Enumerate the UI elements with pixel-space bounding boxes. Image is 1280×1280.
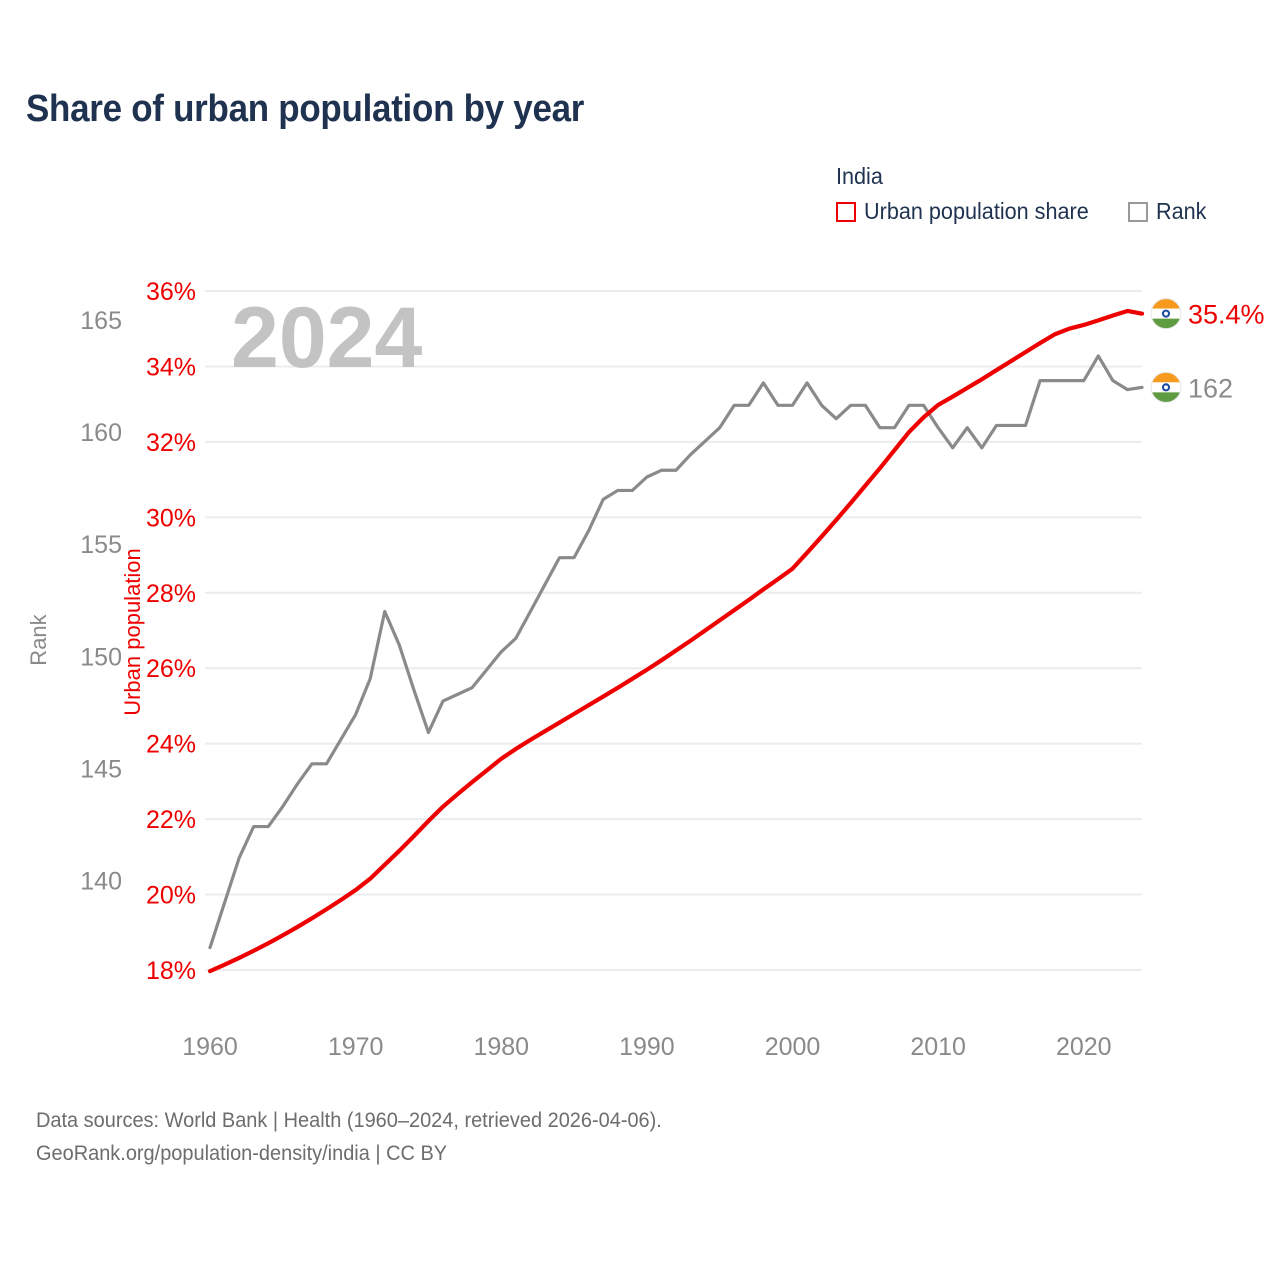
end-label-rank-value: 162 bbox=[1188, 373, 1233, 403]
series-line-rank bbox=[208, 354, 1144, 950]
x-tick-label: 2000 bbox=[765, 1033, 821, 1061]
y-tick-label-urban: 24% bbox=[146, 731, 196, 759]
footer: Data sources: World Bank | Health (1960–… bbox=[36, 1105, 695, 1170]
y-tick-label-urban: 20% bbox=[146, 882, 196, 910]
y-tick-label-rank: 160 bbox=[80, 419, 122, 447]
legend-label-urban: Urban population share bbox=[864, 198, 1089, 224]
legend-swatch-icon-rank bbox=[1128, 201, 1149, 222]
y-tick-label-rank: 145 bbox=[80, 755, 122, 783]
chart-legend: India Urban population share Rank bbox=[836, 163, 1266, 225]
x-axis-ticks: 1960 1970 1980 1990 2000 2010 2020 bbox=[182, 1033, 1111, 1061]
end-label-urban-value: 35.4% bbox=[1188, 300, 1265, 330]
india-flag-icon bbox=[1150, 371, 1182, 403]
y-axis-ticks-urban: 18% 20% 22% 24% 26% 28% 30% 32% 34% 36% bbox=[146, 278, 196, 985]
y-tick-label-urban: 34% bbox=[146, 353, 196, 381]
year-watermark: 2024 bbox=[231, 290, 422, 386]
legend-group-title: India bbox=[836, 163, 883, 189]
chart-plot-area: 2024 18%20%22%24%26%28%30%32%34%36% 1401… bbox=[26, 278, 1265, 1061]
y-tick-label-rank: 155 bbox=[80, 531, 122, 559]
y-tick-label-urban: 36% bbox=[146, 278, 196, 306]
footer-data-sources: Data sources: World Bank | Health (1960–… bbox=[36, 1109, 662, 1132]
legend-item-urban-population-share[interactable]: Urban population share bbox=[836, 198, 1103, 225]
x-tick-label: 1970 bbox=[328, 1033, 384, 1061]
series-line-urban-population-share bbox=[207, 308, 1145, 974]
x-tick-label: 2010 bbox=[910, 1033, 966, 1061]
y-tick-label-rank: 140 bbox=[80, 867, 122, 895]
y-tick-label-urban: 32% bbox=[146, 429, 196, 457]
legend-label-rank: Rank bbox=[1156, 198, 1207, 224]
page-title: Share of urban population by year bbox=[26, 88, 585, 130]
x-tick-label: 1960 bbox=[182, 1033, 238, 1061]
legend-item-rank[interactable]: Rank bbox=[1128, 198, 1210, 225]
india-flag-icon bbox=[1150, 298, 1182, 330]
gridlines bbox=[205, 290, 1142, 971]
y-axis-title-rank: Rank bbox=[26, 613, 51, 665]
y-axis-title-urban: Urban population bbox=[120, 548, 145, 716]
legend-items: Urban population share Rank bbox=[836, 198, 1266, 225]
y-tick-label-urban: 22% bbox=[146, 806, 196, 834]
y-axis-ticks-rank: 140 145 150 155 160 165 bbox=[80, 307, 122, 895]
x-tick-label: 1990 bbox=[619, 1033, 675, 1061]
y-tick-label-urban: 28% bbox=[146, 580, 196, 608]
y-tick-label-urban: 18% bbox=[146, 957, 196, 985]
legend-swatch-icon-urban bbox=[836, 201, 856, 222]
y-tick-label-rank: 165 bbox=[80, 307, 122, 335]
x-tick-label: 1980 bbox=[473, 1033, 529, 1061]
y-tick-label-urban: 26% bbox=[146, 655, 196, 683]
y-tick-label-rank: 150 bbox=[80, 643, 122, 671]
y-tick-label-urban: 30% bbox=[146, 504, 196, 532]
footer-attribution: GeoRank.org/population-density/india | C… bbox=[36, 1141, 448, 1165]
x-tick-label: 2020 bbox=[1056, 1033, 1112, 1061]
